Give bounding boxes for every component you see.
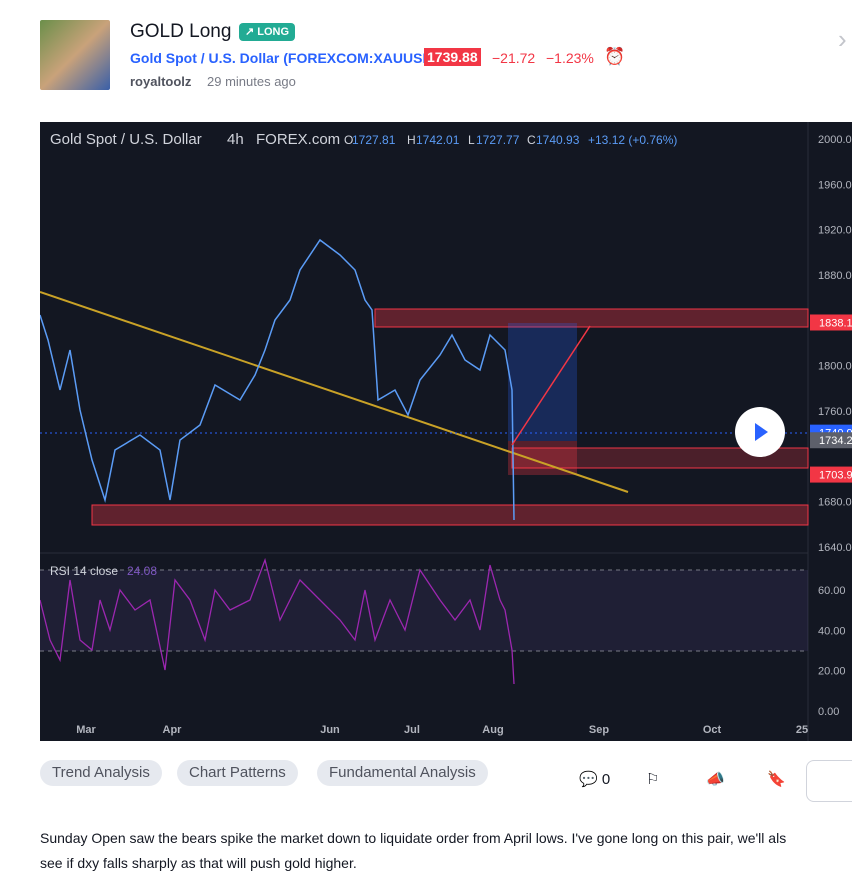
time-tick-label: Apr <box>163 724 183 736</box>
time: 29 minutes ago <box>207 74 296 89</box>
long-stop <box>508 441 577 475</box>
legend-source: FOREX.com <box>256 131 340 148</box>
supply-zone <box>374 308 809 328</box>
legend-interval: 4h <box>227 131 244 148</box>
price-tick-label: 1880.00 <box>818 270 852 282</box>
time-tick-label: Oct <box>703 724 722 736</box>
price-tick-label: 1800.00 <box>818 361 852 373</box>
legend-high: 1742.01 <box>416 133 460 147</box>
legend-close: 1740.93 <box>536 133 580 147</box>
flag-icon[interactable]: ⚐ <box>646 771 660 788</box>
legend-open-label: O <box>344 133 353 147</box>
legend-high-label: H <box>407 133 416 147</box>
tag[interactable]: Trend Analysis <box>40 760 162 786</box>
bookmark-icon[interactable]: 🔖 <box>767 771 786 788</box>
description-line: Sunday Open saw the bears spike the mark… <box>40 830 787 846</box>
play-icon[interactable] <box>755 423 768 441</box>
avatar[interactable] <box>40 20 110 90</box>
entry-zone <box>511 447 809 469</box>
rsi-tick-label: 40.00 <box>818 625 846 637</box>
legend-low-label: L <box>468 133 475 147</box>
time-tick-label: Aug <box>482 724 503 736</box>
price-marker-label: 1734.2 <box>819 435 852 447</box>
symbol-line[interactable]: Gold Spot / U.S. Dollar (FOREXCOM:XAUUSD… <box>130 50 437 66</box>
time-tick-label: 25 <box>796 724 808 736</box>
time-tick-label: Jun <box>320 724 340 736</box>
rsi-band <box>40 570 808 651</box>
symbol[interactable]: Gold Spot / U.S. Dollar <box>130 50 280 66</box>
price-tick-label: 1640.00 <box>818 542 852 554</box>
rsi-title: RSI 14 close <box>50 564 118 578</box>
legend-close-label: C <box>527 133 536 147</box>
price-tick-label: 1960.00 <box>818 179 852 191</box>
price-marker-label: 1703.9 <box>819 470 852 482</box>
comments[interactable]: 💬 0 <box>579 771 611 788</box>
price: 1739.88 <box>424 48 481 66</box>
idea-title: GOLD Long <box>130 21 232 42</box>
time-tick-label: Jul <box>404 724 420 736</box>
legend-low: 1727.77 <box>476 133 520 147</box>
share-icon[interactable]: 📣 <box>706 771 725 788</box>
rsi-tick-label: 20.00 <box>818 666 846 678</box>
author[interactable]: royaltoolz <box>130 74 192 89</box>
price-line <box>40 238 515 521</box>
price-tick-label: 2000.00 <box>818 134 852 146</box>
long-badge: ↗ LONG <box>239 23 296 41</box>
price-marker <box>810 314 852 331</box>
like-button[interactable] <box>806 760 852 802</box>
demand-zone <box>91 504 809 526</box>
price-tick-label: 1760.00 <box>818 406 852 418</box>
long-target <box>508 323 577 441</box>
time-tick-label: Mar <box>76 724 96 736</box>
price-tick-label: 1680.00 <box>818 497 852 509</box>
alert-icon[interactable]: ⏰ <box>604 47 626 66</box>
chart-bg <box>40 122 852 741</box>
next-arrow[interactable]: › <box>838 24 847 54</box>
comment-count: 0 <box>601 771 611 788</box>
rsi-tick-label: 0.00 <box>818 706 839 718</box>
change: −21.72 <box>492 50 536 66</box>
price-marker-label: 1838.1 <box>819 317 852 329</box>
price-marker <box>810 466 852 483</box>
tag[interactable]: Chart Patterns <box>177 760 298 786</box>
rsi-tick-label: 60.00 <box>818 585 846 597</box>
badge-text: LONG <box>257 26 290 38</box>
legend-change: +13.12 (+0.76%) <box>588 133 677 147</box>
tag[interactable]: Fundamental Analysis <box>317 760 488 786</box>
legend-open: 1727.81 <box>352 133 396 147</box>
time-tick-label: Sep <box>589 724 609 736</box>
rsi-value: 24.08 <box>127 564 157 578</box>
price-tick-label: 1920.00 <box>818 225 852 237</box>
change-pct: −1.23% <box>546 50 594 66</box>
legend-symbol: Gold Spot / U.S. Dollar <box>50 131 202 148</box>
price-marker <box>810 432 852 449</box>
chart: Gold Spot / U.S. Dollar 4h FOREX.com O1727.… <box>40 122 852 741</box>
rsi-line <box>40 557 515 685</box>
trend-line <box>40 291 629 493</box>
description-line: see if dxy falls sharply as that will pu… <box>40 855 357 871</box>
exchange[interactable]: (FOREXCOM:XAUUSD) <box>283 50 438 66</box>
projection-arrow <box>511 325 591 446</box>
